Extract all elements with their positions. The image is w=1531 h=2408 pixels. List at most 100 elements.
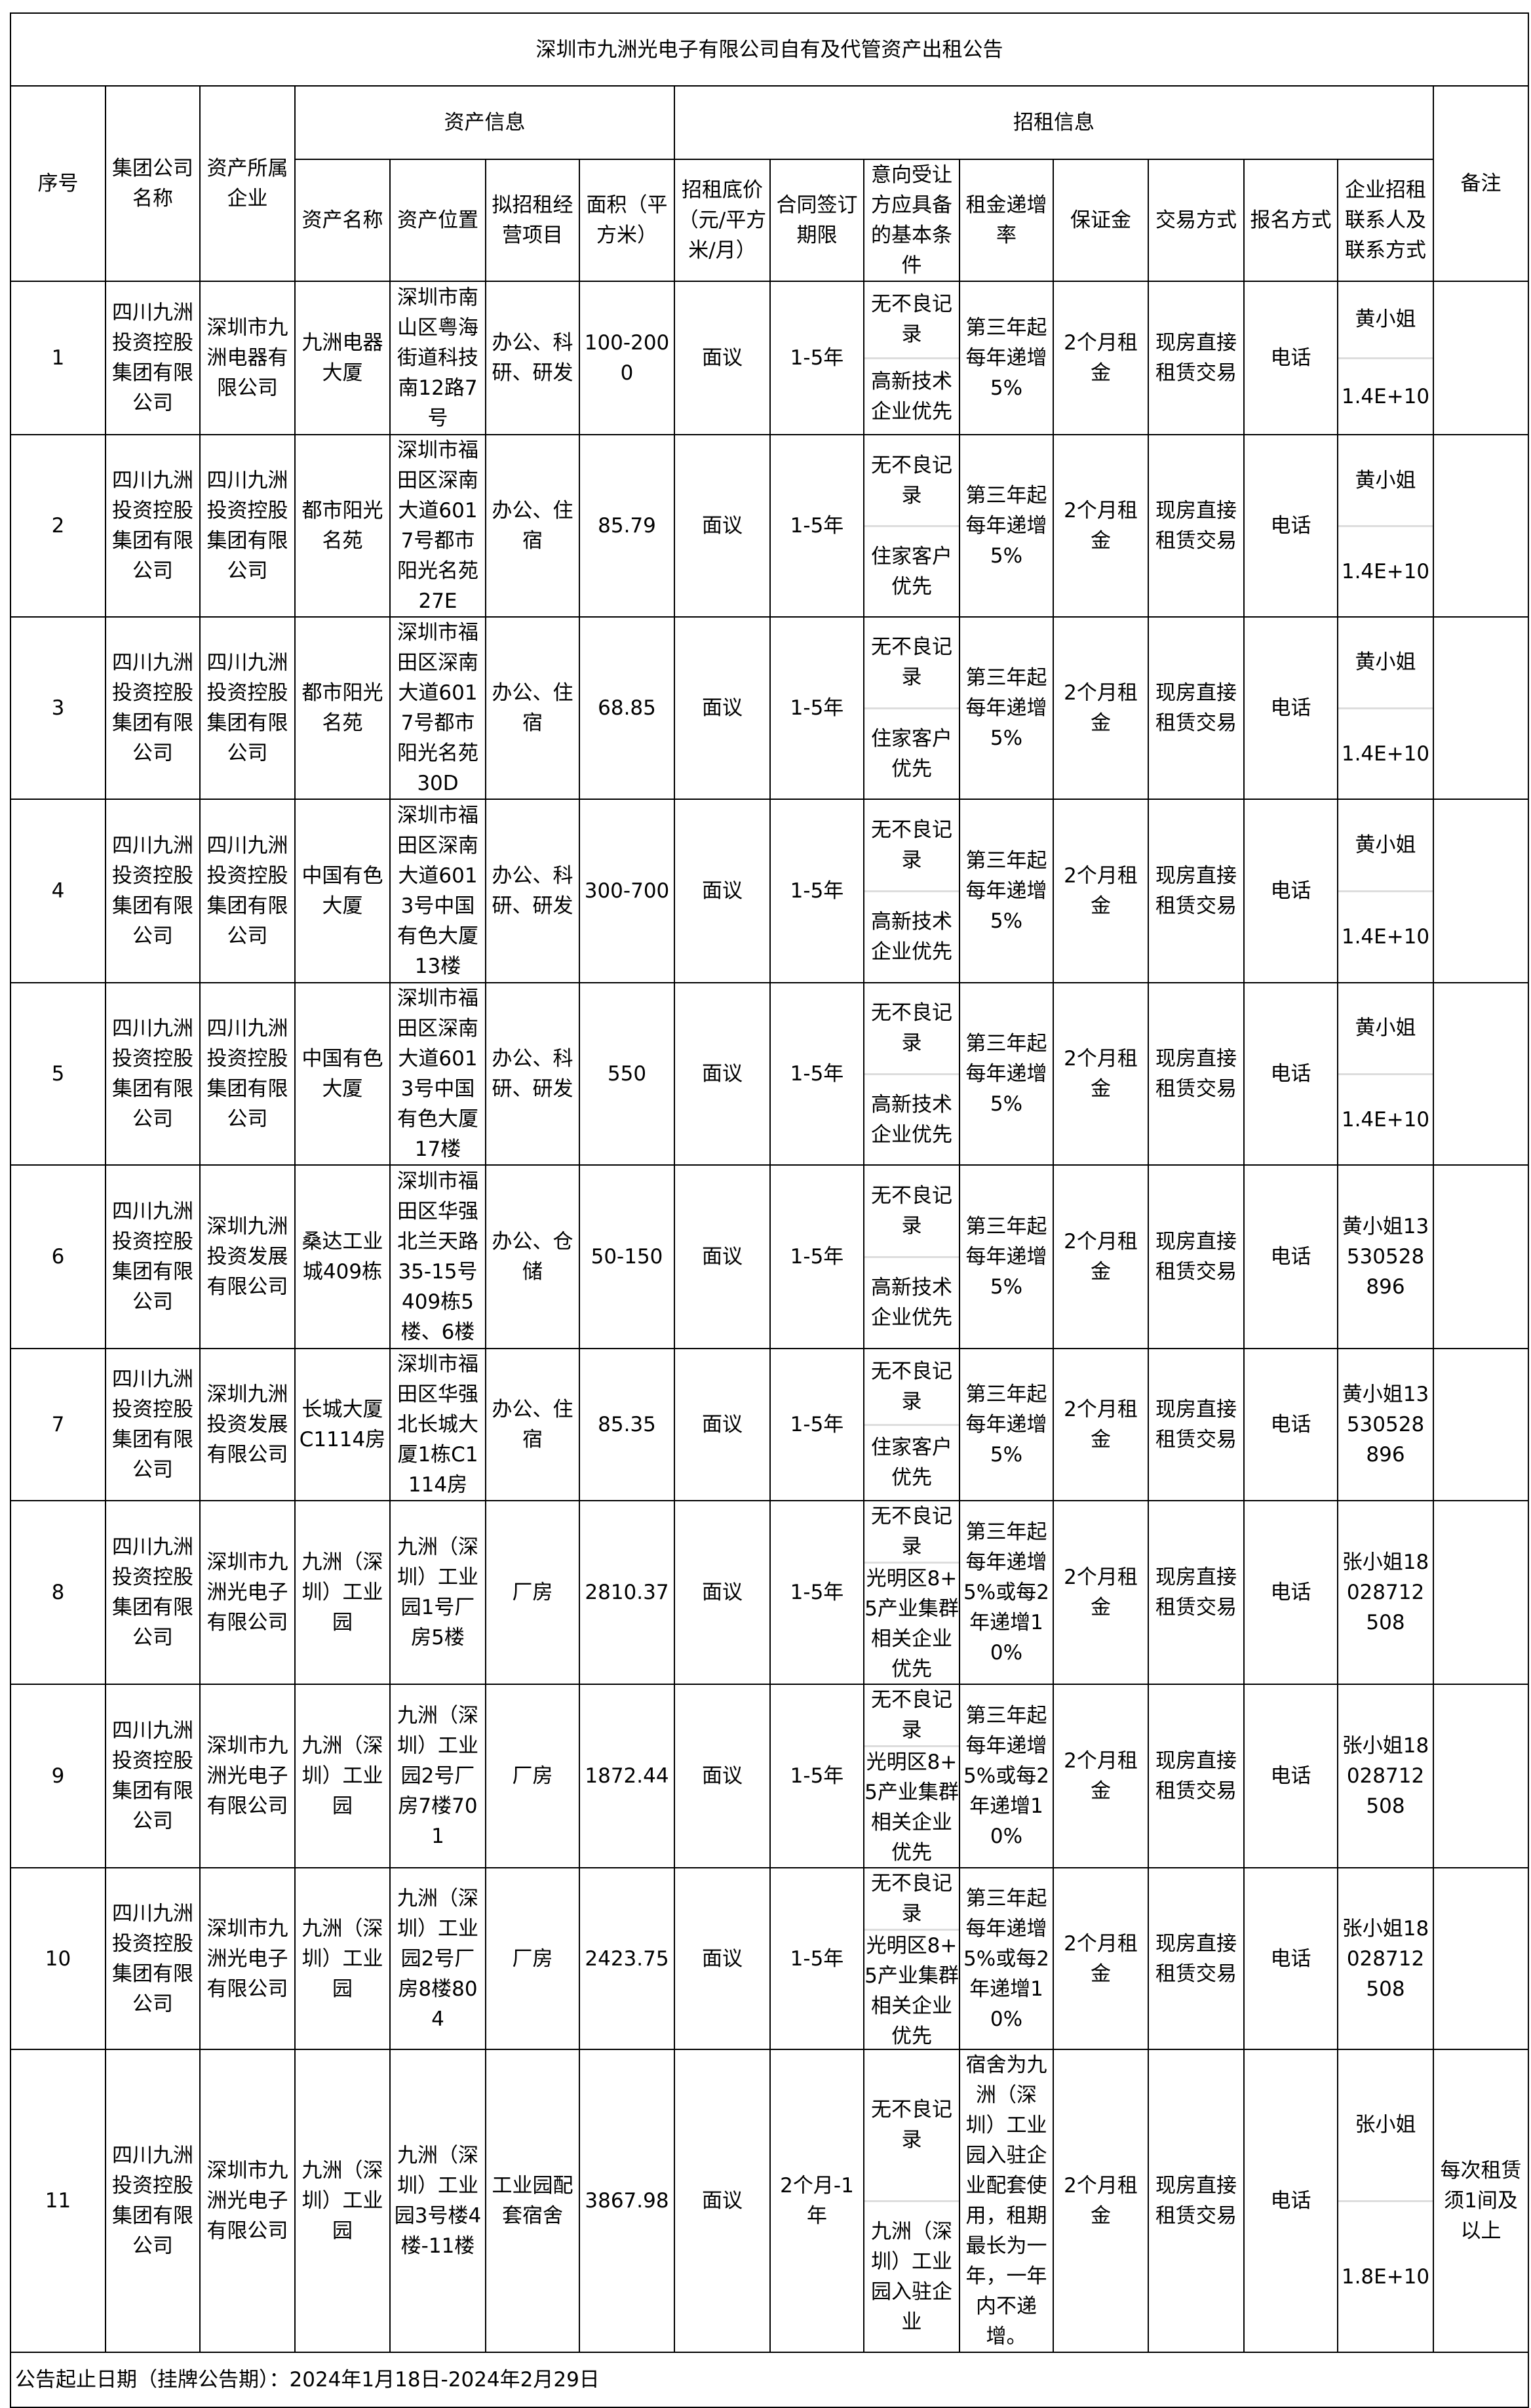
header-seq: 序号 xyxy=(10,85,106,282)
rental-announcement-table: 深圳市九洲光电子有限公司自有及代管资产出租公告 序号 集团公司名称 资产所属企业… xyxy=(10,12,1529,2408)
deposit-cell: 2个月租金 xyxy=(1053,616,1149,800)
contact1-cell: 黄小姐13530528896 xyxy=(1337,1164,1434,1349)
location-cell: 九洲（深圳）工业园2号厂房8楼804 xyxy=(389,1867,486,2050)
cond-part: 高新技术企业优先 xyxy=(871,1092,952,1147)
asset-name-cell: 都市阳光名苑 xyxy=(294,434,391,618)
term-cell: 1-5年 xyxy=(769,1500,864,1685)
signup-cell: 电话 xyxy=(1243,1164,1338,1349)
area-cell: 68.85 xyxy=(579,616,675,800)
deposit-cell: 2个月租金 xyxy=(1053,982,1149,1166)
trade-cell: 现房直接租赁交易 xyxy=(1148,1348,1245,1501)
header-area: 面积（平方米） xyxy=(579,159,675,282)
trade-cell: 现房直接租赁交易 xyxy=(1148,799,1245,983)
group-cell: 四川九洲投资控股集团有限公司 xyxy=(105,982,201,1166)
header-use: 拟招租经营项目 xyxy=(485,159,580,282)
increase-cell: 宿舍为九洲（深圳）工业园入驻企业配套使用，租期最长为一年，一年内不递增。 xyxy=(959,2049,1054,2353)
contact-part: 1.4E+10 xyxy=(1341,1107,1430,1132)
seq-cell: 3 xyxy=(10,616,106,800)
header-asset-name: 资产名称 xyxy=(294,159,391,282)
term-cell: 1-5年 xyxy=(769,281,864,435)
asset-name-cell: 九洲电器大厦 xyxy=(294,281,391,435)
deposit-cell: 2个月租金 xyxy=(1053,281,1149,435)
remark-cell xyxy=(1433,1500,1529,1685)
location-cell: 深圳市福田区深南大道6013号中国有色大厦13楼 xyxy=(389,799,486,983)
contact-part: 黄小姐 xyxy=(1339,436,1432,527)
deposit-cell: 2个月租金 xyxy=(1053,1684,1149,1868)
group-cell: 四川九洲投资控股集团有限公司 xyxy=(105,616,201,800)
asset-name-cell: 九洲（深圳）工业园 xyxy=(294,1684,391,1868)
cond-part: 高新技术企业优先 xyxy=(871,910,952,964)
header-increase: 租金递增率 xyxy=(959,159,1054,282)
increase-cell: 第三年起每年递增5% xyxy=(959,982,1054,1166)
header-deposit: 保证金 xyxy=(1053,159,1149,282)
trade-cell: 现房直接租赁交易 xyxy=(1148,281,1245,435)
contact-part: 张小姐 xyxy=(1339,2051,1432,2202)
asset-name-cell: 中国有色大厦 xyxy=(294,982,391,1166)
increase-cell: 第三年起每年递增5%或每2年递增10% xyxy=(959,1500,1054,1685)
cond-part: 九洲（深圳）工业园入驻企业 xyxy=(871,2219,952,2334)
term-cell: 1-5年 xyxy=(769,616,864,800)
area-cell: 85.79 xyxy=(579,434,675,618)
conditions-cell: 无不良记录 住家客户优先 xyxy=(863,616,960,800)
cond-part: 住家客户优先 xyxy=(871,1436,952,1490)
term-cell: 1-5年 xyxy=(769,434,864,618)
use-cell: 厂房 xyxy=(485,1684,580,1868)
price-cell: 面议 xyxy=(674,1684,771,1868)
cond-part: 住家客户优先 xyxy=(871,726,952,781)
group-cell: 四川九洲投资控股集团有限公司 xyxy=(105,2049,201,2353)
owner-cell: 深圳九洲投资发展有限公司 xyxy=(199,1164,296,1349)
price-cell: 面议 xyxy=(674,982,771,1166)
deposit-cell: 2个月租金 xyxy=(1053,1164,1149,1349)
term-cell: 2个月-1年 xyxy=(769,2049,864,2353)
contact-part: 1.4E+10 xyxy=(1341,741,1430,766)
contact-part: 1.8E+10 xyxy=(1341,2264,1430,2289)
header-term: 合同签订期限 xyxy=(769,159,864,282)
price-cell: 面议 xyxy=(674,281,771,435)
remark-cell xyxy=(1433,1684,1529,1868)
conditions-cell: 无不良记录 住家客户优先 xyxy=(863,434,960,618)
asset-name-cell: 长城大厦C1114房 xyxy=(294,1348,391,1501)
group-cell: 四川九洲投资控股集团有限公司 xyxy=(105,1348,201,1501)
trade-cell: 现房直接租赁交易 xyxy=(1148,1684,1245,1868)
price-cell: 面议 xyxy=(674,1500,771,1685)
increase-cell: 第三年起每年递增5% xyxy=(959,281,1054,435)
header-location: 资产位置 xyxy=(389,159,486,282)
increase-cell: 第三年起每年递增5% xyxy=(959,434,1054,618)
term-cell: 1-5年 xyxy=(769,1348,864,1501)
conditions-cell: 无不良记录 高新技术企业优先 xyxy=(863,281,960,435)
contact-part: 黄小姐 xyxy=(1339,984,1432,1075)
seq-cell: 6 xyxy=(10,1164,106,1349)
group-cell: 四川九洲投资控股集团有限公司 xyxy=(105,1500,201,1685)
trade-cell: 现房直接租赁交易 xyxy=(1148,434,1245,618)
table-row: 6 四川九洲投资控股集团有限公司 深圳九洲投资发展有限公司 桑达工业城409栋 深圳市福… xyxy=(10,1164,1529,1349)
deposit-cell: 2个月租金 xyxy=(1053,1500,1149,1685)
contact-cell: 张小姐 1.8E+10 xyxy=(1337,2049,1434,2353)
trade-cell: 现房直接租赁交易 xyxy=(1148,982,1245,1166)
cond-part: 无不良记录 xyxy=(865,436,958,527)
use-cell: 办公、住宿 xyxy=(485,1348,580,1501)
cond-part: 无不良记录 xyxy=(865,1350,958,1426)
area-cell: 85.35 xyxy=(579,1348,675,1501)
conditions-cell: 无不良记录住家客户优先 xyxy=(863,1348,960,1501)
asset-name-cell: 九洲（深圳）工业园 xyxy=(294,2049,391,2353)
remark-cell xyxy=(1433,434,1529,618)
signup-cell: 电话 xyxy=(1243,1348,1338,1501)
table-row: 11 四川九洲投资控股集团有限公司 深圳市九洲光电子有限公司 九洲（深圳）工业园 九洲（… xyxy=(10,2049,1529,2353)
contact-cell: 黄小姐 1.4E+10 xyxy=(1337,616,1434,800)
area-cell: 300-700 xyxy=(579,799,675,983)
cond-part: 无不良记录 xyxy=(865,2051,958,2202)
location-cell: 九洲（深圳）工业园3号楼4楼-11楼 xyxy=(389,2049,486,2353)
term-cell: 1-5年 xyxy=(769,1867,864,2050)
deposit-cell: 2个月租金 xyxy=(1053,1348,1149,1501)
group-cell: 四川九洲投资控股集团有限公司 xyxy=(105,1867,201,2050)
use-cell: 厂房 xyxy=(485,1867,580,2050)
cond-part: 光明区8+5产业集群相关企业优先 xyxy=(864,1934,959,2048)
page-title: 深圳市九洲光电子有限公司自有及代管资产出租公告 xyxy=(10,12,1529,87)
contact-cell: 黄小姐 1.4E+10 xyxy=(1337,434,1434,618)
use-cell: 办公、仓储 xyxy=(485,1164,580,1349)
term-cell: 1-5年 xyxy=(769,982,864,1166)
signup-cell: 电话 xyxy=(1243,1684,1338,1868)
table-row: 10 四川九洲投资控股集团有限公司 深圳市九洲光电子有限公司 九洲（深圳）工业园 九洲（… xyxy=(10,1867,1529,2050)
contact-part: 1.4E+10 xyxy=(1341,384,1430,408)
trade-cell: 现房直接租赁交易 xyxy=(1148,616,1245,800)
